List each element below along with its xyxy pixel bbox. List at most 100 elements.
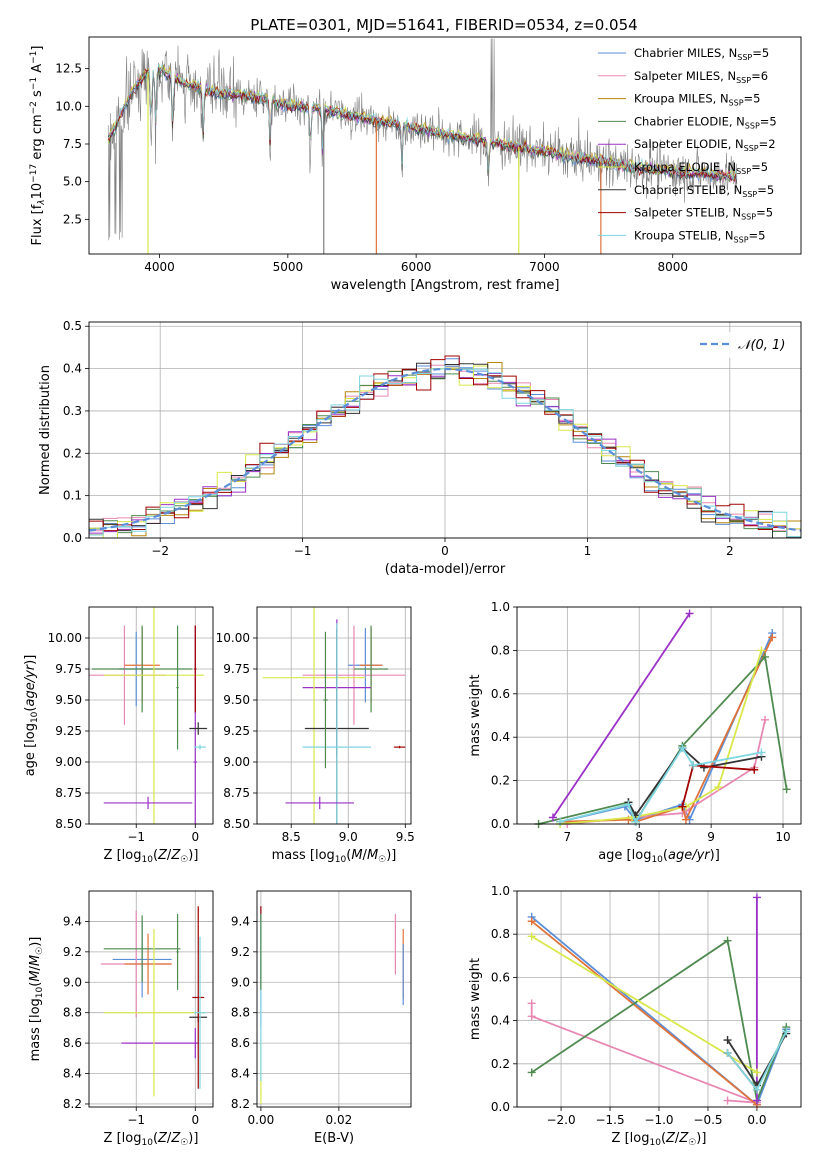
y-tick-label: 0.6 bbox=[491, 687, 510, 701]
y-tick-label: 0.0 bbox=[63, 531, 82, 545]
x-tick-label: 10 bbox=[775, 830, 790, 844]
legend-entry: Kroupa STELIB, NSSP=5 bbox=[598, 228, 765, 244]
y-tick-label: 9.2 bbox=[63, 945, 82, 959]
legend-entry: Salpeter MILES, NSSP=6 bbox=[598, 69, 768, 85]
panel-mass_vs_Z: −1 0 8.2 8.4 8.6 8.8 9.0 9.2 9.4 Z [log10(Z/Z☉)] m… bbox=[28, 890, 214, 1148]
weight-line bbox=[752, 893, 761, 1105]
x-axis-label: Z [log10(Z/Z☉)] bbox=[612, 1131, 707, 1148]
errorbar bbox=[103, 929, 205, 1097]
x-tick-label: 9 bbox=[707, 830, 715, 844]
errorbar bbox=[194, 744, 206, 750]
weight-polyline bbox=[531, 920, 758, 1106]
figure-title: PLATE=0301, MJD=51641, FIBERID=0534, z=0… bbox=[250, 16, 637, 34]
y-tick-label: 8.75 bbox=[55, 786, 82, 800]
x-tick-label: 8.5 bbox=[282, 830, 301, 844]
spectrum-lines bbox=[107, 38, 738, 254]
y-tick-label: 9.25 bbox=[55, 724, 82, 738]
legend-label: 𝒩(0, 1) bbox=[738, 338, 785, 353]
weight-point bbox=[631, 817, 640, 826]
errorbar bbox=[176, 913, 179, 990]
errorbar bbox=[103, 915, 181, 983]
y-tick-label: 9.2 bbox=[231, 945, 250, 959]
x-tick-label: 9.5 bbox=[396, 830, 415, 844]
x-tick-label: 1 bbox=[584, 544, 592, 558]
axes-frame bbox=[88, 890, 214, 1108]
y-tick-label: 0.4 bbox=[491, 730, 510, 744]
errorbar bbox=[189, 722, 208, 735]
x-tick-label: −2 bbox=[151, 544, 169, 558]
errorbar bbox=[91, 625, 193, 713]
weight-line bbox=[723, 1027, 791, 1094]
weight-point bbox=[768, 633, 777, 642]
x-axis-label: Z [log10(Z/Z☉)] bbox=[104, 848, 199, 865]
weight-line bbox=[556, 633, 777, 826]
axes-frame bbox=[88, 321, 802, 539]
y-axis-label: Normed distribution bbox=[38, 365, 53, 495]
panel-mass_vs_ebv: 0.00 0.02 8.2 8.4 8.6 8.8 9.0 9.2 9.4 E(B-V) bbox=[231, 890, 412, 1146]
errorbar bbox=[103, 796, 193, 810]
legend-entry: Salpeter ELODIE, NSSP=2 bbox=[598, 137, 776, 153]
y-tick-label: 0.0 bbox=[491, 1100, 510, 1114]
x-tick-label: 7 bbox=[564, 830, 572, 844]
weight-point bbox=[750, 765, 759, 774]
y-tick-label: 0.5 bbox=[63, 319, 82, 333]
x-tick-label: 5000 bbox=[273, 260, 304, 274]
weight-point bbox=[723, 1036, 732, 1045]
y-axis-label: mass [log10(M/M☉)] bbox=[28, 937, 45, 1062]
weight-point bbox=[752, 1085, 761, 1094]
y-tick-label: 8.4 bbox=[63, 1067, 82, 1081]
weight-point bbox=[548, 813, 557, 822]
weight-point bbox=[752, 1068, 761, 1077]
histogram-series bbox=[89, 355, 801, 538]
weight-point bbox=[723, 936, 732, 945]
y-axis-label: mass weight bbox=[468, 674, 483, 756]
errorbar bbox=[194, 936, 206, 1089]
x-tick-label: −2.0 bbox=[546, 1113, 575, 1127]
weight-polyline bbox=[560, 637, 774, 823]
legend-label: Chabrier MILES, NSSP=5 bbox=[634, 46, 769, 62]
y-tick-label: 8.4 bbox=[231, 1067, 250, 1081]
panel-mass_weight_vs_Z: −2.0 −1.5 −1.0 −0.5 0.0 0.0 0.2 0.4 0.6 0.8 1.0 Z [… bbox=[468, 884, 802, 1148]
errorbar bbox=[393, 745, 406, 749]
errorbar bbox=[194, 1027, 197, 1059]
y-tick-label: 10.0 bbox=[55, 99, 82, 113]
errorbar bbox=[192, 906, 205, 1089]
x-axis-label: age [log10(age/yr)] bbox=[598, 848, 720, 865]
x-tick-label: −1.5 bbox=[595, 1113, 624, 1127]
y-tick-label: 9.50 bbox=[223, 693, 250, 707]
panel-age_vs_mass: 8.5 9.0 9.5 8.50 8.75 9.00 9.25 9.50 9.75 10.00 ma… bbox=[216, 606, 415, 865]
y-axis-label: Flux [fλ10−17 erg cm−2 s−1 A−1] bbox=[29, 46, 47, 246]
y-tick-label: 9.75 bbox=[55, 662, 82, 676]
weight-point bbox=[757, 646, 766, 655]
y-tick-label: 9.50 bbox=[55, 693, 82, 707]
weight-polyline bbox=[559, 632, 774, 823]
x-axis-label: (data-model)/error bbox=[385, 562, 506, 577]
legend-label: Salpeter MILES, NSSP=6 bbox=[634, 69, 768, 85]
weight-polyline bbox=[530, 1003, 758, 1104]
y-tick-label: 9.4 bbox=[63, 914, 82, 928]
y-tick-label: 10.00 bbox=[216, 631, 250, 645]
weight-series bbox=[527, 893, 791, 1109]
y-tick-label: 9.0 bbox=[63, 975, 82, 989]
y-tick-label: 0.2 bbox=[491, 1057, 510, 1071]
x-tick-label: 0 bbox=[191, 1113, 199, 1127]
weight-point bbox=[761, 715, 770, 724]
y-tick-label: 0.8 bbox=[491, 643, 510, 657]
weight-line bbox=[556, 629, 777, 826]
y-tick-label: 8.75 bbox=[223, 786, 250, 800]
x-tick-label: 8000 bbox=[657, 260, 688, 274]
legend-entry: Kroupa ELODIE, NSSP=5 bbox=[598, 160, 768, 176]
x-axis-label: wavelength [Angstrom, rest frame] bbox=[331, 278, 560, 293]
axes-frame bbox=[88, 36, 802, 255]
axes-frame bbox=[256, 890, 412, 1108]
errorbars bbox=[260, 906, 404, 1104]
weight-point bbox=[689, 761, 698, 770]
errorbar bbox=[323, 631, 328, 769]
y-tick-label: 8.6 bbox=[231, 1036, 250, 1050]
y-tick-label: 8.2 bbox=[231, 1097, 250, 1111]
y-tick-label: 0.6 bbox=[491, 970, 510, 984]
y-tick-label: 9.00 bbox=[55, 755, 82, 769]
x-tick-label: −1 bbox=[127, 1113, 145, 1127]
y-tick-label: 0.2 bbox=[63, 446, 82, 460]
weight-point bbox=[527, 999, 536, 1008]
